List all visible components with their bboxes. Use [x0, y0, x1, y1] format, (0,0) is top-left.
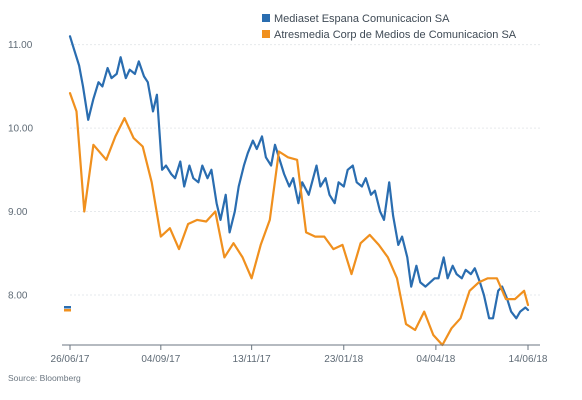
x-tick-label: 23/01/18	[324, 354, 363, 365]
x-tick-label: 14/06/18	[509, 354, 548, 365]
source-note: Source: Bloomberg	[8, 373, 81, 383]
x-tick-label: 04/09/17	[141, 354, 180, 365]
mini-legend-marker	[64, 306, 71, 312]
x-tick-label: 13/11/17	[233, 354, 272, 365]
legend-label: Mediaset Espana Comunicacion SA	[274, 13, 450, 25]
y-tick-label: 9.00	[8, 207, 28, 218]
series-lines	[68, 35, 530, 347]
y-tick-label: 10.00	[8, 124, 33, 135]
gridlines: 11.00 10.00 9.00 8.00	[8, 40, 540, 301]
legend: Mediaset Espana Comunicacion SA Atresmedi…	[262, 13, 517, 41]
mini-marker-bar	[64, 309, 71, 312]
mini-marker-bar	[64, 306, 71, 309]
x-tick-label: 26/06/17	[51, 354, 90, 365]
x-axis: 26/06/17 04/09/17 13/11/17 23/01/18 04/04/18…	[51, 344, 548, 365]
legend-swatch	[262, 14, 270, 22]
y-tick-label: 11.00	[8, 40, 33, 51]
legend-swatch	[262, 30, 270, 38]
x-tick-label: 04/04/18	[416, 354, 455, 365]
legend-label: Atresmedia Corp de Medios de Comunicacio…	[274, 29, 517, 41]
series-line-mediaset	[68, 35, 530, 320]
series-line-atresmedia	[68, 91, 530, 347]
y-tick-label: 8.00	[8, 290, 28, 301]
